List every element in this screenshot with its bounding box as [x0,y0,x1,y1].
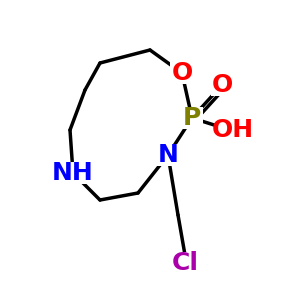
Text: O: O [212,73,233,97]
FancyBboxPatch shape [211,74,233,96]
Text: OH: OH [212,118,254,142]
Text: O: O [171,61,193,85]
FancyBboxPatch shape [170,62,194,84]
FancyBboxPatch shape [216,119,250,141]
Text: Cl: Cl [172,251,199,275]
Text: NH: NH [52,161,94,185]
FancyBboxPatch shape [157,144,179,166]
FancyBboxPatch shape [171,252,199,274]
FancyBboxPatch shape [57,162,89,184]
Text: N: N [158,143,178,167]
FancyBboxPatch shape [181,107,203,129]
Text: P: P [183,106,201,130]
